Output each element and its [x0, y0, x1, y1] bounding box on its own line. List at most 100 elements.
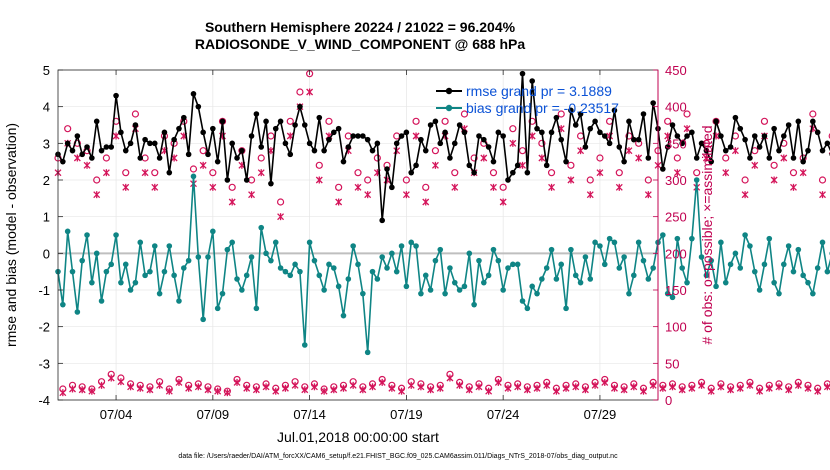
rmse-marker — [543, 162, 550, 169]
obs-assimilated-marker — [204, 386, 212, 394]
obs-assimilated-marker — [707, 387, 715, 395]
obs-assimilated-marker — [431, 161, 439, 169]
bias-marker — [781, 261, 787, 268]
obs-assimilated-marker — [446, 374, 454, 382]
bias-marker — [214, 305, 221, 312]
rmse-marker — [316, 114, 323, 121]
rmse-marker — [631, 136, 637, 143]
obs-possible-marker — [257, 154, 265, 162]
obs-possible-marker — [412, 117, 420, 125]
obs-assimilated-marker — [436, 384, 444, 392]
obs-possible-marker — [315, 161, 323, 169]
obs-assimilated-marker — [523, 386, 531, 394]
rmse-marker — [466, 162, 473, 169]
bias-marker — [243, 272, 250, 279]
bias-marker — [684, 279, 690, 286]
bias-marker — [306, 239, 313, 246]
y-left-tick-label: -3 — [38, 356, 50, 371]
obs-possible-marker — [422, 183, 430, 191]
obs-assimilated-marker — [320, 387, 328, 395]
bias-marker — [664, 290, 671, 297]
bias-marker — [185, 257, 192, 264]
bias-marker — [824, 268, 830, 275]
rmse-marker — [471, 169, 477, 176]
bias-marker — [156, 290, 163, 297]
bias-marker — [326, 261, 332, 268]
obs-assimilated-marker — [731, 147, 739, 155]
obs-assimilated-marker — [640, 387, 647, 395]
obs-possible-marker — [470, 154, 478, 162]
rmse-marker — [224, 177, 231, 183]
obs-assimilated-marker — [736, 384, 744, 392]
bias-marker — [640, 257, 647, 264]
bias-marker — [287, 272, 294, 279]
rmse-marker — [781, 133, 787, 139]
obs-assimilated-marker — [475, 383, 483, 391]
rmse-marker — [205, 151, 211, 158]
bias-marker — [418, 290, 424, 297]
obs-assimilated-marker — [591, 381, 599, 389]
obs-assimilated-marker — [596, 169, 604, 177]
obs-assimilated-marker — [199, 161, 207, 169]
obs-possible-marker — [538, 139, 546, 147]
rmse-marker — [321, 147, 327, 154]
obs-assimilated-marker — [456, 381, 464, 389]
rmse-marker — [785, 122, 792, 128]
obs-assimilated-marker — [156, 381, 164, 389]
bias-marker — [713, 283, 719, 290]
obs-assimilated-marker — [214, 387, 222, 395]
bias-marker — [345, 276, 352, 282]
obs-assimilated-marker — [490, 183, 497, 191]
rmse-marker — [592, 118, 598, 125]
obs-assimilated-marker — [577, 147, 585, 155]
obs-possible-marker — [335, 183, 343, 191]
rmse-marker — [393, 140, 400, 147]
bias-marker — [301, 342, 308, 348]
bias-marker — [60, 301, 66, 308]
bias-marker — [771, 279, 777, 286]
bias-marker — [524, 305, 531, 312]
obs-assimilated-marker — [548, 183, 556, 191]
obs-assimilated-marker — [799, 169, 807, 177]
obs-assimilated-marker — [354, 183, 362, 191]
bias-marker — [364, 349, 371, 356]
obs-possible-marker — [402, 176, 410, 184]
rmse-marker — [761, 133, 768, 139]
bias-marker — [785, 243, 792, 249]
rmse-marker — [408, 169, 415, 176]
obs-possible-marker — [451, 169, 459, 177]
obs-assimilated-marker — [480, 154, 488, 162]
obs-assimilated-marker — [644, 191, 652, 199]
bias-marker — [650, 265, 656, 271]
obs-possible-marker — [673, 154, 681, 162]
legend-bias-label: bias grand pr = -0.23517 — [466, 100, 619, 116]
obs-possible-marker — [606, 117, 614, 125]
obs-assimilated-marker — [494, 378, 502, 386]
bias-marker — [790, 268, 797, 275]
bias-marker — [427, 287, 434, 293]
bias-marker — [698, 254, 705, 260]
bias-marker — [679, 265, 685, 271]
bias-marker — [708, 257, 715, 264]
rmse-marker — [166, 169, 173, 176]
rmse-marker — [461, 129, 468, 136]
obs-assimilated-marker — [330, 386, 338, 394]
rmse-marker — [742, 136, 748, 143]
rmse-marker — [181, 114, 187, 121]
obs-assimilated-marker — [102, 169, 110, 177]
y-left-tick-label: 2 — [43, 173, 50, 188]
rmse-marker — [306, 140, 313, 147]
obs-assimilated-marker — [281, 384, 289, 392]
obs-assimilated-marker — [620, 386, 628, 394]
rmse-marker — [437, 140, 444, 147]
rmse-marker — [171, 136, 177, 143]
obs-possible-marker — [809, 110, 817, 118]
obs-possible-marker — [325, 117, 333, 125]
x-tick-label: 07/24 — [487, 407, 520, 422]
bias-marker — [181, 265, 187, 271]
bias-marker — [374, 276, 381, 282]
bias-marker — [689, 235, 695, 242]
obs-assimilated-marker — [88, 387, 96, 395]
grid — [58, 69, 658, 401]
bias-marker — [456, 287, 463, 293]
